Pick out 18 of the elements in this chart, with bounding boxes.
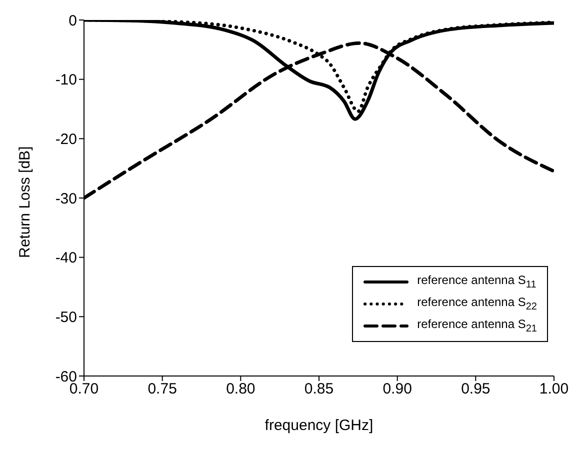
x-tick-label: 0.80 [226, 380, 256, 398]
legend-label: reference antenna S$_{11}$ [417, 273, 536, 291]
y-tick-label: -30 [55, 190, 77, 208]
legend-label: reference antenna S$_{22}$ [417, 295, 537, 313]
y-axis-title: Return Loss [dB] [16, 146, 34, 258]
y-tick-label: -40 [55, 250, 77, 267]
x-tick-label: 0.75 [148, 380, 177, 398]
legend-label: reference antenna S$_{21}$ [417, 317, 537, 335]
x-axis-title: frequency [GHz] [264, 417, 374, 434]
x-tick-label: 0.85 [304, 380, 334, 398]
y-tick-label: -10 [55, 72, 77, 89]
x-tick-label: 0.95 [461, 380, 490, 398]
y-tick-label: -20 [55, 130, 77, 148]
y-tick-label: -50 [55, 308, 77, 326]
x-tick-label: 0.90 [382, 380, 412, 398]
x-tick-label: 0.70 [69, 380, 99, 398]
y-tick-label: 0 [68, 12, 77, 30]
x-tick-label: 1.00 [539, 380, 569, 398]
